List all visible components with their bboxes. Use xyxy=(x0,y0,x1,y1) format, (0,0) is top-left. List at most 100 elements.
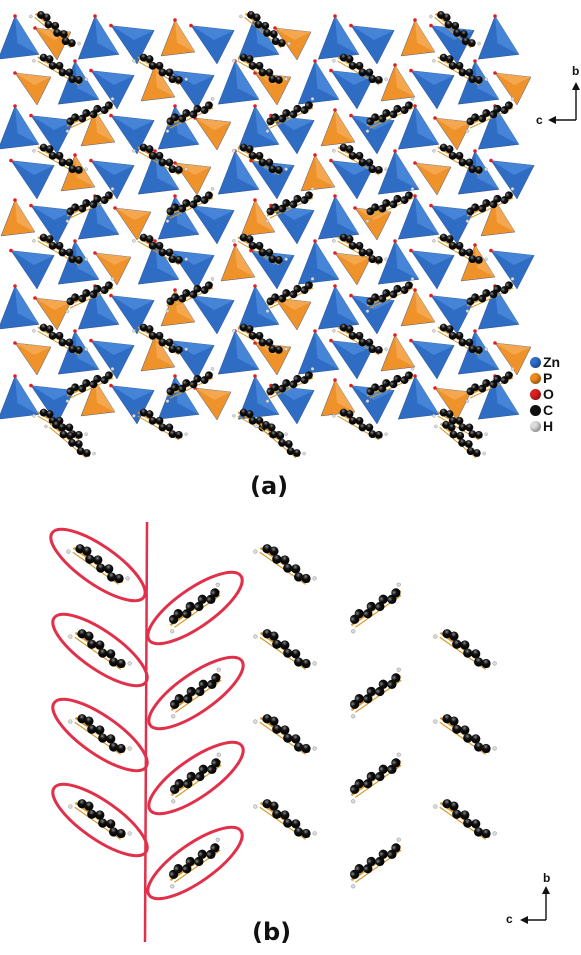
polyhedron-face xyxy=(91,340,135,355)
oxygen-atom xyxy=(393,63,397,67)
panel-b-label: (b) xyxy=(252,918,292,946)
organic-ligand xyxy=(232,53,288,86)
organic-ligand xyxy=(32,143,88,176)
polyhedron-face xyxy=(495,106,519,145)
polyhedron-face xyxy=(95,286,119,325)
polyhedron-face xyxy=(171,70,215,85)
organic-ligand xyxy=(44,421,96,459)
polyhedron-face xyxy=(235,331,259,370)
polyhedron-face xyxy=(395,335,415,367)
element-legend: Zn P O C H xyxy=(530,354,580,434)
organic-ligand xyxy=(232,323,288,356)
oxygen-atom xyxy=(429,293,433,298)
oxygen-atom xyxy=(29,383,33,388)
polyhedron-face xyxy=(191,25,235,40)
oxygen-atom xyxy=(413,288,417,292)
polyhedron-face xyxy=(111,115,155,130)
organic-ligand xyxy=(432,408,488,441)
oxygen-atom xyxy=(329,68,333,73)
polyhedron-face xyxy=(495,73,531,85)
polyhedron-face xyxy=(195,118,231,130)
oxygen-atom xyxy=(473,59,477,63)
legend-item-zn: Zn xyxy=(530,354,580,370)
polyhedron-face xyxy=(431,205,475,220)
highlight-ellipse-right xyxy=(146,825,244,901)
organic-ligand xyxy=(265,367,315,403)
oxygen-atom xyxy=(493,341,497,345)
oxygen-atom xyxy=(413,161,417,165)
oxygen-atom xyxy=(473,149,477,153)
oxygen-atom xyxy=(13,374,17,378)
oxygen-atom xyxy=(393,149,397,153)
polyhedron-face xyxy=(95,253,131,265)
organic-ligand xyxy=(68,714,132,755)
polyhedron-face xyxy=(15,376,39,415)
polyhedron-face xyxy=(335,196,359,235)
polyhedron-face xyxy=(195,388,231,400)
organic-ligand xyxy=(32,323,88,356)
highlight-ellipse-right xyxy=(146,570,244,646)
organic-ligand xyxy=(365,97,415,133)
oxygen-atom xyxy=(173,18,177,22)
organic-ligand xyxy=(432,233,488,266)
polyhedron-face xyxy=(191,295,235,310)
organic-ligand xyxy=(170,752,222,804)
oxygen-atom xyxy=(253,104,257,108)
polyhedron-face xyxy=(415,376,439,415)
oxygen-atom xyxy=(29,113,33,118)
organic-ligand xyxy=(433,799,497,840)
polyhedron-face xyxy=(335,16,359,55)
oxygen-atom xyxy=(349,113,353,118)
oxygen-atom xyxy=(333,284,337,288)
oxygen-atom xyxy=(473,243,477,247)
panel-b-structure xyxy=(49,521,497,943)
organic-ligand xyxy=(332,233,388,266)
oxygen-atom xyxy=(253,284,257,288)
highlight-ellipse-left xyxy=(51,697,149,773)
polyhedron-face xyxy=(175,163,211,175)
organic-ligand xyxy=(465,97,515,133)
oxygen-atom xyxy=(333,108,337,112)
polyhedron-face xyxy=(435,118,471,130)
organic-ligand xyxy=(265,97,315,133)
organic-ligand xyxy=(132,143,188,176)
oxygen-atom xyxy=(393,333,397,337)
organic-ligand xyxy=(29,11,81,49)
organic-ligand xyxy=(165,97,215,133)
organic-ligand xyxy=(132,53,188,86)
polyhedron-face xyxy=(495,200,515,232)
oxygen-atom xyxy=(413,18,417,22)
polyhedron-face xyxy=(475,61,499,100)
oxygen-atom xyxy=(409,68,413,73)
polyhedron-face xyxy=(95,110,115,142)
organic-ligand xyxy=(365,367,415,403)
legend-item-p: P xyxy=(530,370,580,386)
panel-b-axis-c: c xyxy=(506,912,513,926)
oxygen-atom xyxy=(33,296,37,300)
p-atom-icon xyxy=(530,372,541,384)
oxygen-atom xyxy=(353,206,357,210)
oxygen-atom xyxy=(429,23,433,28)
oxygen-atom xyxy=(413,374,417,378)
polyhedron-face xyxy=(235,245,255,277)
polyhedron-face xyxy=(411,340,455,355)
polyhedron-face xyxy=(95,16,119,55)
oxygen-atom xyxy=(13,104,17,108)
oxygen-atom xyxy=(489,158,493,163)
organic-ligand xyxy=(350,667,402,719)
oxygen-atom xyxy=(13,198,17,202)
polyhedron-face xyxy=(415,20,435,52)
organic-ligand xyxy=(32,233,88,266)
oxygen-atom xyxy=(173,194,177,198)
organic-ligand xyxy=(429,11,481,49)
polyhedron-face xyxy=(15,16,39,55)
oxygen-atom xyxy=(329,158,333,163)
panel-b-axis-b: b xyxy=(543,871,551,885)
legend-item-c: C xyxy=(530,402,580,418)
fern-stem xyxy=(143,521,149,943)
polyhedron-face xyxy=(11,250,55,265)
polyhedron-face xyxy=(91,160,135,175)
organic-ligand xyxy=(465,367,515,403)
organic-ligand xyxy=(350,752,402,804)
polyhedron-face xyxy=(15,200,35,232)
